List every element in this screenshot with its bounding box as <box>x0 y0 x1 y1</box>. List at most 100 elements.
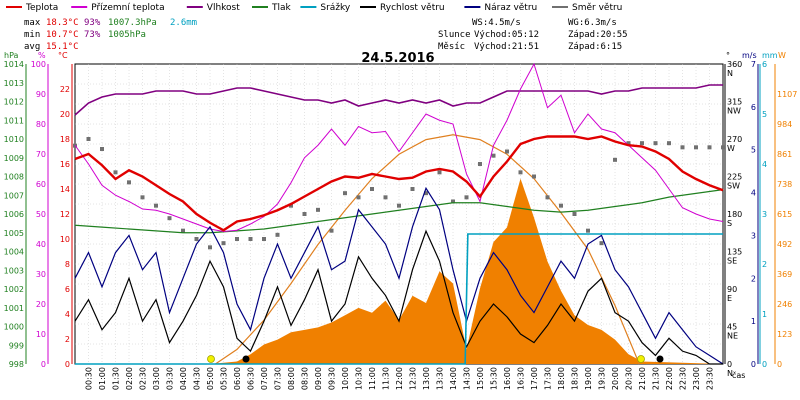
humidity-tick-label: 10 <box>36 330 46 339</box>
wind-speed-tick-label: 4 <box>751 189 756 198</box>
wind-direction-point <box>343 191 347 196</box>
legend: Teplota Přízemní teplota Vlhkost Tlak Srážky… <box>6 3 622 13</box>
x-tick-label: 07:30 <box>274 367 283 390</box>
wind-dir-dir-label: W <box>727 144 735 153</box>
wind-dir-dir-label: E <box>727 294 732 303</box>
wind-dir-tick-label: 315 <box>727 98 742 107</box>
rain-tick-label: 1 <box>762 310 767 319</box>
wind-speed-tick-label: 5 <box>751 146 756 155</box>
series-layer <box>73 62 725 365</box>
series-rain <box>75 233 723 365</box>
x-tick-label: 20:00 <box>611 367 620 390</box>
wind-dir-dir-label: N <box>727 69 733 78</box>
min-humidity: 73% <box>84 30 101 40</box>
humidity-tick-label: 30 <box>36 270 46 279</box>
max-temp: 18.3°C <box>46 18 79 28</box>
rain-tick-label: 5 <box>762 110 767 119</box>
x-tick-label: 01:00 <box>98 367 107 390</box>
wind-direction-point <box>370 187 374 191</box>
pressure-tick-label: 1007 <box>4 191 24 200</box>
wind-direction-point <box>721 145 725 150</box>
pressure-tick-label: 1011 <box>4 116 24 125</box>
wind-direction-point <box>356 195 361 200</box>
humidity-tick-label: 20 <box>36 300 46 309</box>
hpa-unit: hPa <box>4 51 19 60</box>
wind-direction-point <box>505 149 509 154</box>
rain-tick-label: 4 <box>762 160 767 169</box>
x-tick-label: 19:00 <box>584 367 593 390</box>
celsius-unit: °C <box>58 51 68 60</box>
radiation-tick-label: 1107 <box>777 90 797 99</box>
x-tick-label: 05:30 <box>220 367 229 390</box>
temperature-tick-label: 14 <box>60 185 70 194</box>
temperature-tick-label: 18 <box>60 135 70 144</box>
wind-speed-tick-label: 6 <box>751 103 756 112</box>
temperature-tick-label: 8 <box>65 260 70 269</box>
temperature-tick-label: 22 <box>60 85 70 94</box>
wind-direction-point <box>113 170 118 175</box>
wind-direction-point <box>559 203 563 208</box>
sunset-marker <box>637 355 645 363</box>
x-tick-label: 13:30 <box>436 367 445 390</box>
wind-direction-point <box>410 187 415 191</box>
wind-dir-tick-label: 135 <box>727 248 742 257</box>
x-tick-label: 20:30 <box>625 367 634 390</box>
pressure-tick-label: 1000 <box>4 323 24 332</box>
wind-dir-dir-label: SW <box>727 182 740 191</box>
wind-direction-point <box>478 162 482 166</box>
wind-direction-point <box>694 145 698 150</box>
max-humidity: 93% <box>84 18 101 28</box>
temperature-tick-label: 16 <box>60 160 70 169</box>
wind-direction-point <box>599 241 604 246</box>
pressure-tick-label: 1006 <box>4 210 24 219</box>
x-tick-label: 05:00 <box>206 367 215 390</box>
wind-dir-dir-label: NE <box>727 332 738 341</box>
stats-block: max 18.3°C 93% 1007.3hPa 2.6mm min 10.7°… <box>24 18 628 52</box>
x-tick-label: 00:30 <box>85 367 94 390</box>
radiation-tick-label: 369 <box>777 270 792 279</box>
series-wind-gust <box>74 186 724 365</box>
temperature-tick-label: 4 <box>65 310 70 319</box>
wind-direction-point <box>289 203 293 208</box>
x-tick-label: 18:30 <box>571 367 580 390</box>
wind-direction-point <box>275 232 280 237</box>
wind-direction-point <box>100 147 104 151</box>
wind-dir-tick-label: 90 <box>727 285 737 294</box>
x-tick-label: 04:00 <box>179 367 188 390</box>
wind-dir-tick-label: 270 <box>727 135 742 144</box>
wind-direction-point <box>653 141 658 146</box>
x-tick-label: 21:30 <box>652 367 661 390</box>
x-tick-label: 13:00 <box>422 367 431 390</box>
wind-direction-point <box>464 195 469 200</box>
wind-direction-point <box>86 137 91 141</box>
legend-label: Přízemní teplota <box>91 3 164 13</box>
x-tick-label: 08:00 <box>287 367 296 390</box>
wind-direction-point <box>572 212 577 216</box>
sunrise-marker <box>207 355 215 363</box>
wind-direction-point <box>545 195 550 200</box>
min-temp: 10.7°C <box>46 30 79 40</box>
humidity-tick-label: 50 <box>36 210 46 219</box>
x-tick-label: 16:00 <box>503 367 512 390</box>
wind-dir-tick-label: 360 <box>727 60 742 69</box>
legend-label: Vlhkost <box>207 3 240 13</box>
wind-direction-point <box>707 145 712 150</box>
pressure-tick-label: 1012 <box>4 98 24 107</box>
wind-dir-dir-label: N <box>727 369 733 378</box>
wind-direction-point <box>262 237 266 241</box>
pressure-tick-label: 998 <box>9 360 24 369</box>
x-tick-label: 23:00 <box>692 367 701 390</box>
sun-moon-markers <box>207 355 664 363</box>
deg-unit: ° <box>726 51 730 60</box>
series-humidity <box>74 84 723 116</box>
wind-direction-point <box>248 237 253 241</box>
min-label: min <box>24 30 40 40</box>
wind-direction-point <box>424 191 428 196</box>
wind-direction-point <box>221 241 226 246</box>
wind-direction-point <box>437 170 442 175</box>
wind-direction-point <box>302 212 307 216</box>
x-axis: 00:30 01:00 01:30 02:00 02:30 03:00 03:30 04:00… <box>85 367 715 390</box>
radiation-tick-label: 0 <box>777 360 782 369</box>
humidity-tick-label: 0 <box>41 360 46 369</box>
